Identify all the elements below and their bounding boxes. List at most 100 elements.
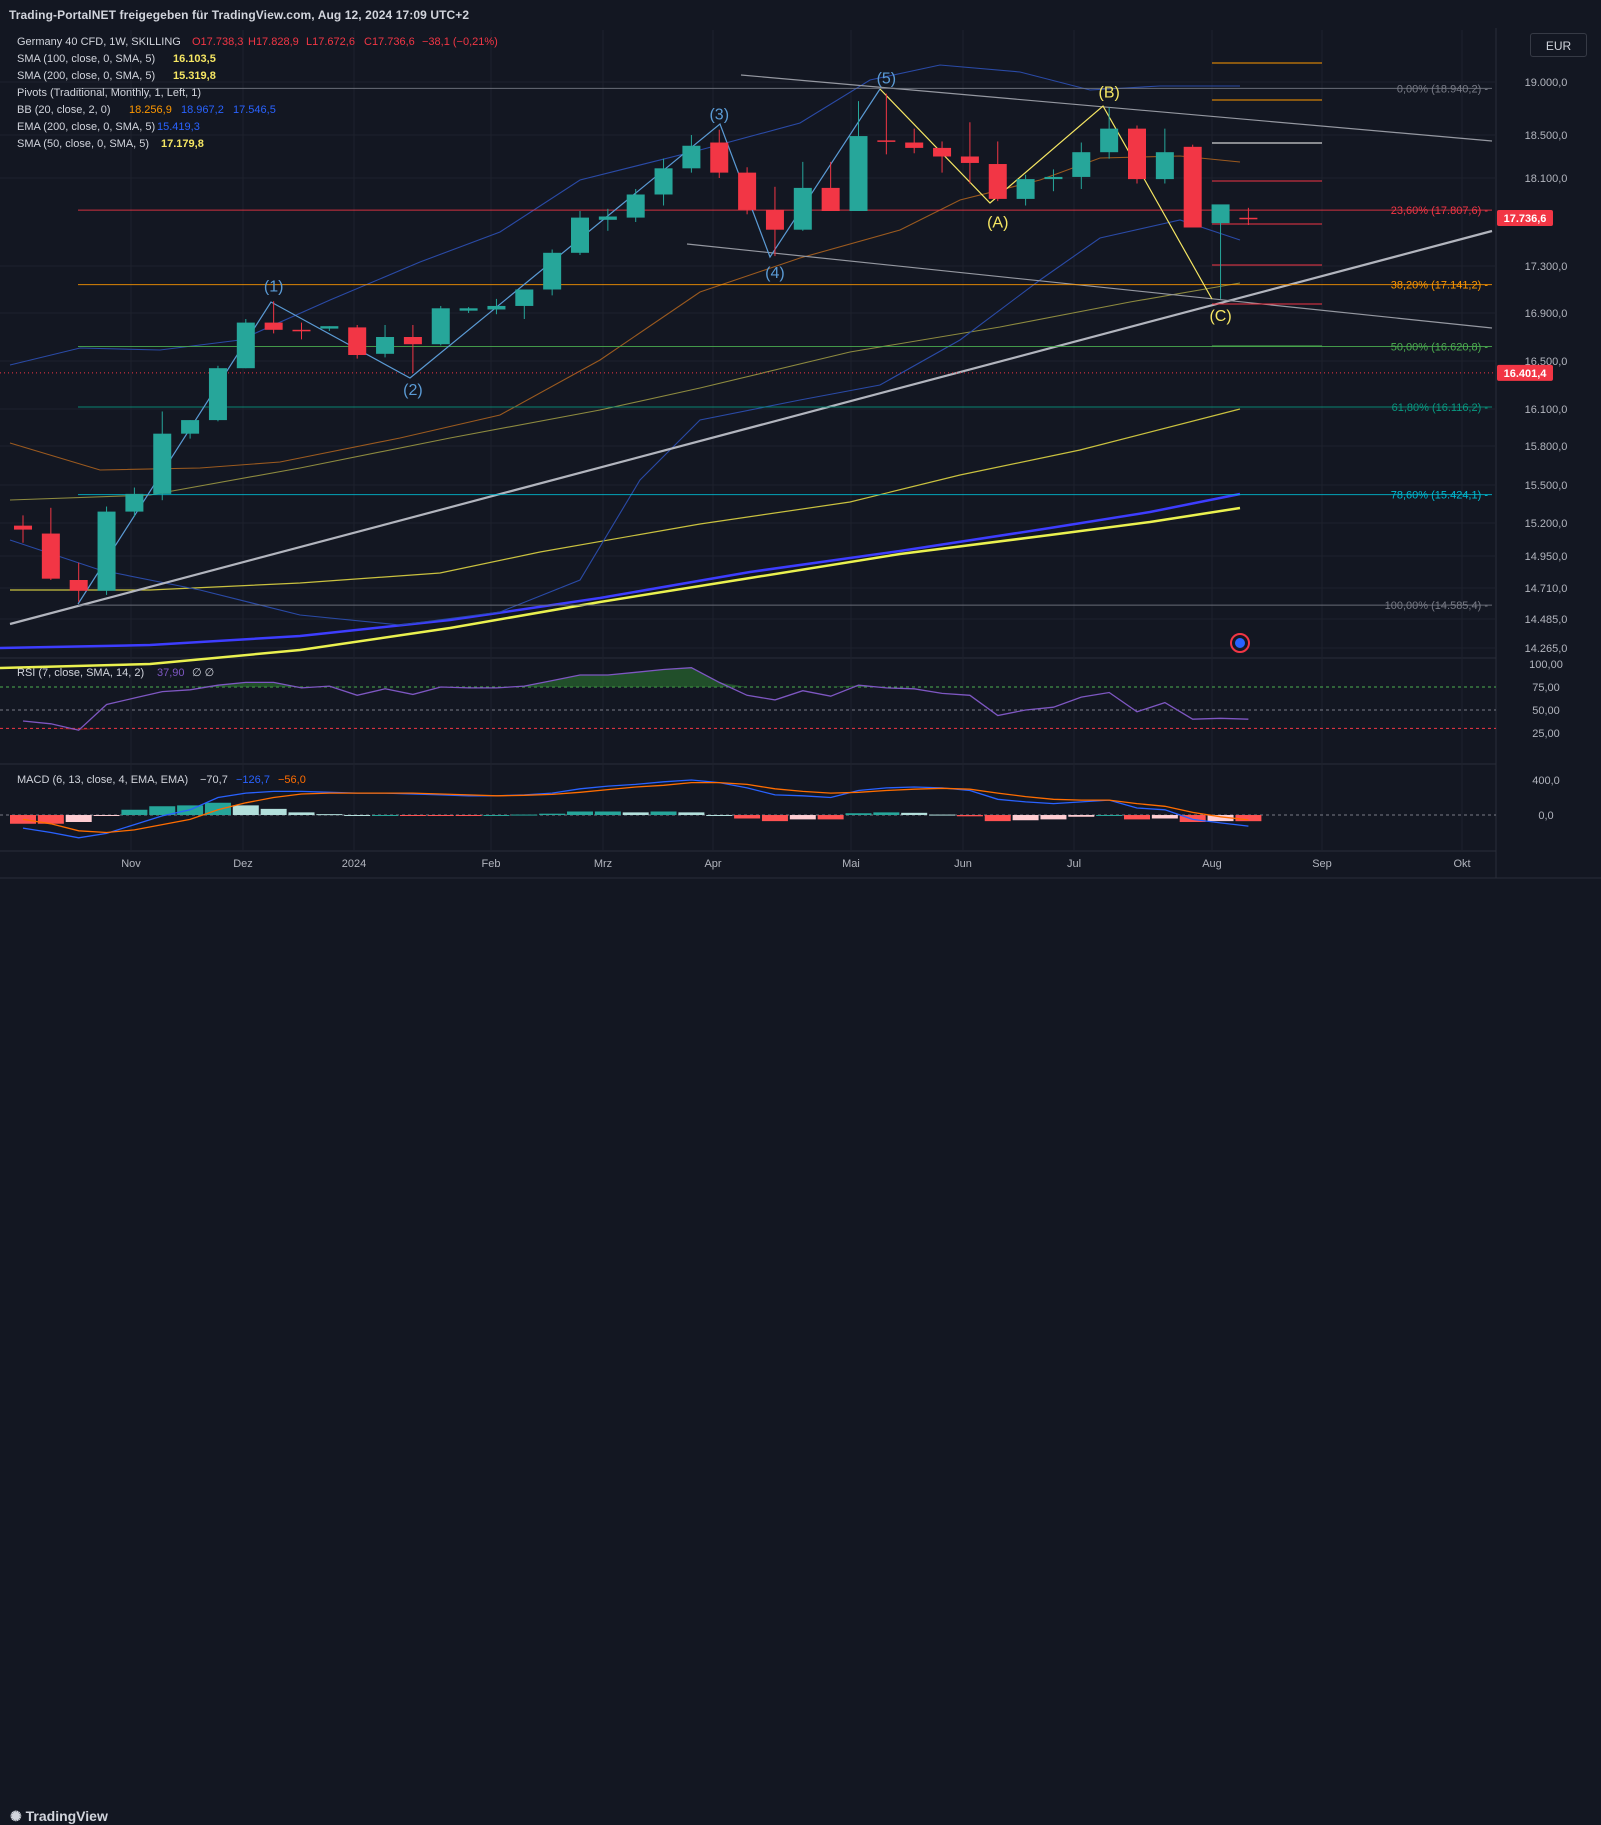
wave-label: (3)	[709, 107, 729, 124]
legend-item-label: Pivots (Traditional, Monthly, 1, Left, 1…	[17, 87, 201, 99]
candle-body	[14, 525, 32, 530]
macd-histogram	[10, 802, 1262, 824]
legend-ohlc-l: L17.672,6	[306, 36, 355, 48]
macd-hist-bar	[706, 815, 733, 816]
candle-body	[1155, 152, 1174, 180]
macd-value-hist: −70,7	[200, 774, 228, 786]
price-badge	[1497, 209, 1553, 226]
candle-body	[1239, 217, 1258, 220]
ema-200-line	[0, 492, 1241, 650]
sma-50-line	[9, 282, 1241, 501]
candle-body	[487, 305, 506, 310]
wave-label: (4)	[765, 265, 785, 282]
trendline-upper	[740, 74, 1493, 142]
price-badge-label: 16.401,4	[1504, 368, 1548, 380]
x-tick-label: Sep	[1312, 858, 1332, 870]
legend-item-value: 18.256,9	[129, 104, 172, 116]
y-tick-label: 16.900,0	[1525, 308, 1568, 320]
macd-hist-bar	[10, 815, 36, 824]
rsi-y-tick: 100,00	[1529, 659, 1563, 671]
candle-body	[403, 337, 422, 345]
wave-label: (1)	[264, 278, 284, 295]
x-tick-label: Apr	[704, 858, 721, 870]
macd-hist-bar	[232, 805, 259, 815]
candle-body	[1183, 146, 1202, 228]
legend-item-label: SMA (50, close, 0, SMA, 5)	[17, 138, 149, 150]
y-tick-label: 15.200,0	[1525, 518, 1568, 530]
tradingview-logo[interactable]: ✺ TradingView	[10, 1808, 108, 1825]
legend-item-value: 17.546,5	[233, 104, 276, 116]
macd-hist-bar	[149, 806, 176, 815]
fib-level-label: 50,00% (16.620,8) -	[1391, 342, 1489, 354]
wave-label: (2)	[403, 382, 423, 399]
macd-hist-bar	[567, 811, 593, 815]
candle-body	[710, 142, 729, 173]
header-bar: Trading-PortalNET freigegeben für Tradin…	[0, 0, 1601, 28]
candle-body	[515, 289, 534, 306]
candle-body	[181, 420, 200, 434]
macd-hist-bar	[929, 814, 956, 816]
sma-100-line	[10, 408, 1241, 591]
macd-hist-bar	[845, 813, 872, 815]
macd-hist-bar	[873, 812, 900, 815]
footer-bar: ✺ TradingView	[0, 902, 1601, 1824]
legend-ohlc-chg: −38,1 (−0,21%)	[422, 36, 498, 48]
candle-body	[97, 511, 116, 591]
grid-lines	[0, 30, 1496, 850]
y-tick-label: 14.485,0	[1525, 614, 1568, 626]
candle-body	[208, 368, 227, 421]
fib-level-label: 78,60% (15.424,1) -	[1391, 490, 1489, 502]
candle-body	[933, 147, 952, 157]
y-tick-label: 17.300,0	[1525, 261, 1568, 273]
legend-item-value: 17.179,8	[161, 138, 204, 150]
chart-canvas[interactable]: Nov Dez 2024 Feb Mrz Apr Mai Jun Jul Aug Sep Okt 19.…	[0, 0, 1601, 931]
candle-body	[960, 156, 979, 163]
macd-y-tick: 400,0	[1532, 775, 1560, 787]
candle-body	[153, 433, 172, 494]
macd-hist-bar	[678, 812, 705, 815]
macd-hist-bar	[1179, 815, 1206, 822]
x-tick-label: Mai	[842, 858, 860, 870]
trendline-lower	[686, 243, 1493, 329]
price-badge	[1497, 364, 1553, 381]
y-tick-label: 14.950,0	[1525, 551, 1568, 563]
candles	[14, 93, 1258, 602]
price-badge-label: 17.736,6	[1504, 213, 1547, 225]
legend-item-value: 16.103,5	[173, 53, 216, 65]
macd-hist-bar	[399, 815, 426, 816]
rsi-y-tick: 25,00	[1532, 728, 1560, 740]
legend-item-label: BB (20, close, 2, 0)	[17, 104, 111, 116]
rsi-extra: ∅ ∅	[192, 667, 214, 679]
macd-hist-bar	[761, 815, 788, 822]
wave-label: (A)	[987, 215, 1008, 232]
candle-body	[320, 326, 339, 329]
macd-signal-line	[22, 781, 1249, 834]
legend-item-label: EMA (200, close, 0, SMA, 5)	[17, 121, 155, 133]
candle-body	[236, 322, 255, 369]
macd-hist-bar	[427, 815, 454, 816]
currency-selector[interactable]: EUR	[1530, 33, 1587, 57]
candle-body	[348, 327, 367, 355]
y-tick-label: 19.000,0	[1525, 77, 1568, 89]
legend-symbol: Germany 40 CFD, 1W, SKILLING	[17, 36, 181, 48]
candle-body	[571, 217, 589, 253]
macd-line	[22, 779, 1249, 839]
rsi-y-tick: 75,00	[1532, 682, 1560, 694]
x-tick-label: Jun	[954, 858, 972, 870]
wave-label: (B)	[1098, 84, 1119, 101]
macd-hist-bar	[344, 815, 371, 816]
macd-hist-bar	[539, 813, 566, 815]
macd-hist-bar	[65, 815, 92, 822]
fib-level-label: 100,00% (14.585,4) -	[1385, 600, 1489, 612]
fib-level-label: 23,60% (17.807,6) -	[1391, 205, 1489, 217]
x-tick-label: Jul	[1067, 858, 1081, 870]
candle-body	[459, 308, 478, 311]
macd-hist-bar	[1124, 815, 1150, 820]
legend-item-value: 18.967,2	[181, 104, 224, 116]
macd-hist-bar	[121, 809, 148, 815]
rsi-line	[22, 667, 1249, 731]
macd-hist-bar	[1151, 815, 1178, 819]
rsi-pane-bg	[0, 660, 1496, 762]
x-tick-label: 2024	[342, 858, 366, 870]
rsi-overbought-fill	[23, 667, 1249, 687]
